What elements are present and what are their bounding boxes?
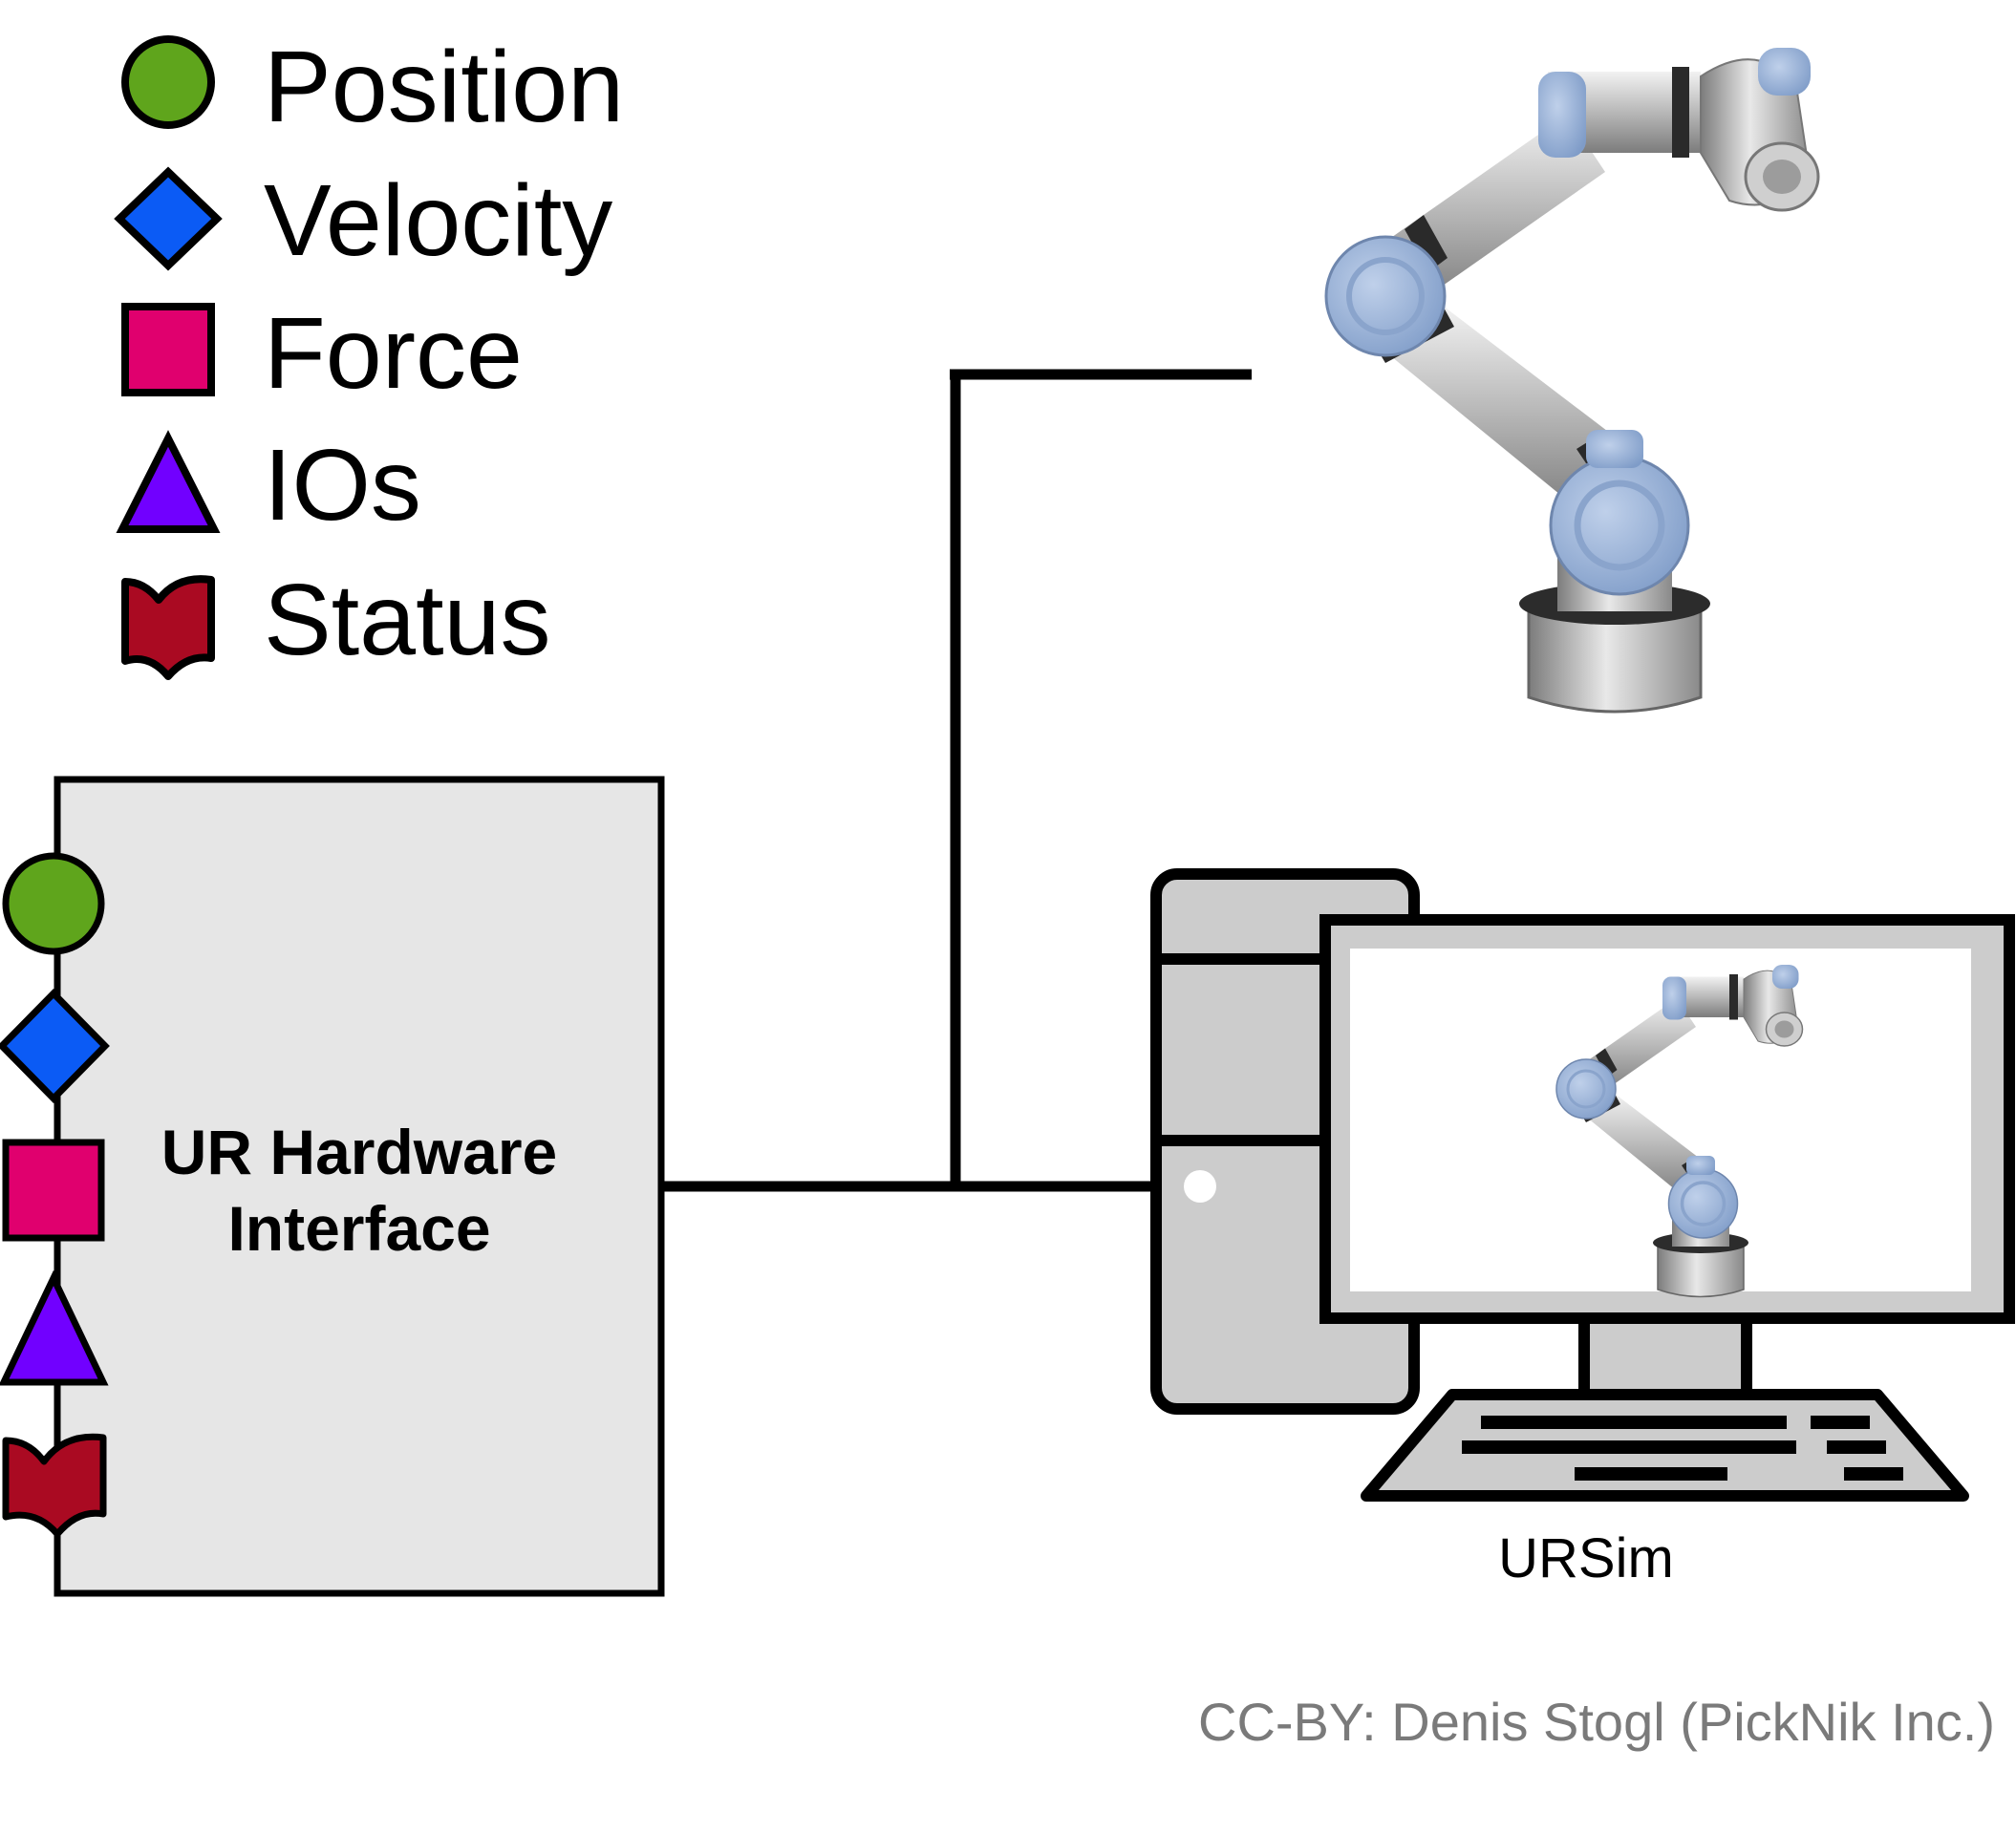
status-flag-icon (121, 575, 215, 680)
force-square-icon (121, 303, 215, 396)
interface-ports (0, 852, 110, 1538)
legend-label-ios: IOs (264, 429, 421, 542)
force-port-icon (2, 1139, 105, 1242)
computer-icon (1150, 868, 2015, 1502)
legend-label-force: Force (264, 297, 523, 410)
position-port-icon (2, 852, 105, 955)
ios-triangle-icon (116, 430, 221, 533)
hardware-interface-box (54, 776, 665, 1597)
keyboard-keys (1462, 1416, 1903, 1481)
ursim-label: URSim (1498, 1527, 1674, 1589)
hardware-title-line-1: UR Hardware (161, 1117, 558, 1187)
credit-text: CC-BY: Denis Stogl (PickNik Inc.) (1198, 1692, 1995, 1752)
hardware-interface-block (0, 776, 665, 1597)
monitor-stand (1578, 1312, 1752, 1402)
status-port-icon (2, 1433, 107, 1538)
position-circle-icon (121, 35, 215, 129)
velocity-port-icon (0, 989, 110, 1103)
legend-label-position: Position (264, 31, 625, 143)
monitor-screen (1350, 949, 1971, 1291)
velocity-diamond-icon (114, 166, 223, 271)
legend-icons (114, 35, 223, 680)
ios-port-icon (0, 1269, 109, 1386)
power-button-icon (1184, 1170, 1216, 1203)
connection-lines (661, 369, 1252, 1192)
hardware-title-line-2: Interface (227, 1193, 491, 1264)
hardware-interface-title: UR Hardware Interface (57, 1114, 661, 1267)
legend-label-status: Status (264, 564, 551, 676)
legend-label-velocity: Velocity (264, 164, 613, 277)
ur-robot-arm-icon (1326, 48, 1818, 712)
